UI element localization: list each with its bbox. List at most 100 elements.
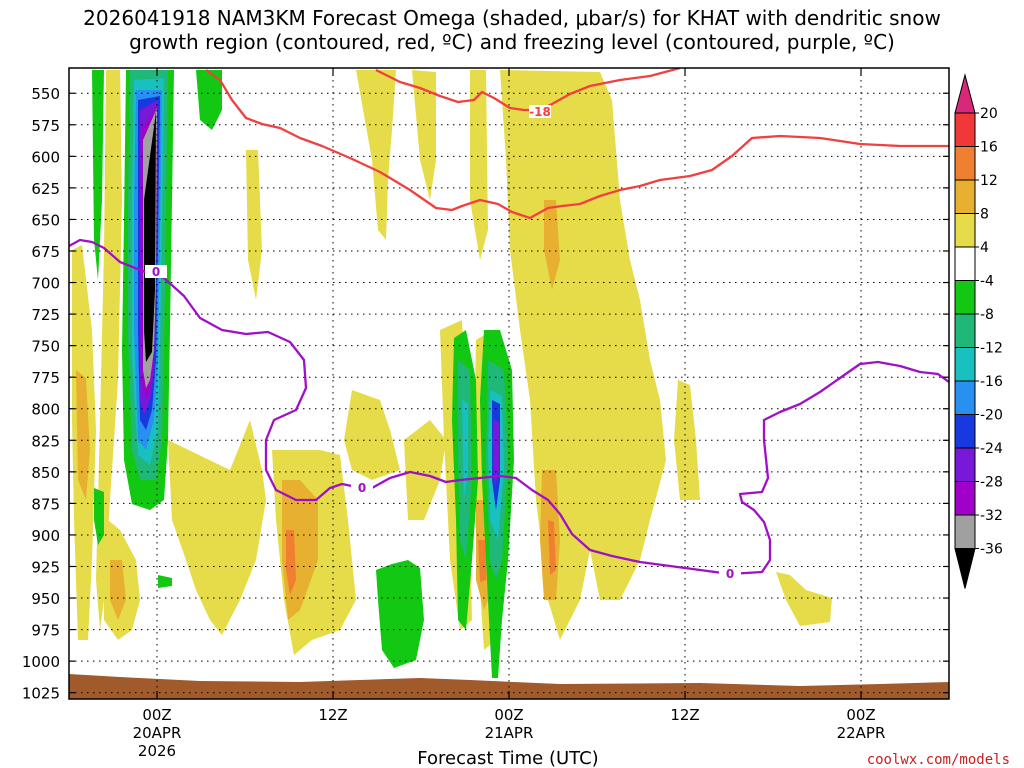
omega-region: [344, 390, 400, 480]
grid-lines: [69, 68, 949, 699]
colorbar-label: -32: [980, 508, 1003, 524]
omega-region: [470, 70, 488, 260]
y-tick-label-800: 800: [31, 401, 60, 419]
colorbar-label: 20: [980, 106, 998, 122]
colorbar-swatch: [954, 280, 976, 315]
x-tick-label: 22APR: [837, 724, 886, 742]
omega-region: [412, 70, 436, 200]
dgz-upper-contour: [375, 68, 681, 112]
y-tick-label-625: 625: [31, 180, 60, 198]
omega-region: [92, 70, 104, 280]
colorbar-label: -20: [980, 408, 1003, 424]
y-tick-label-850: 850: [31, 464, 60, 482]
omega-region: [96, 70, 122, 630]
colorbar-swatch: [954, 514, 976, 549]
colorbar-swatch: [954, 179, 976, 214]
colorbar: 20 16 12 8 4 -4 -8 -12 -16 -20 -24 -28 -32 -36: [954, 73, 1003, 589]
title-line-2: growth region (contoured, red, ºC) and f…: [129, 30, 895, 54]
freezing-level-contour: [69, 238, 949, 576]
colorbar-label: -16: [980, 374, 1003, 390]
omega-region: [168, 420, 266, 635]
y-tick-label-1000: 1000: [22, 653, 60, 671]
omega-region: [493, 420, 499, 488]
omega-region: [144, 112, 156, 362]
omega-region: [404, 420, 446, 520]
omega-region: [110, 560, 126, 620]
colorbar-swatch: [954, 347, 976, 382]
colorbar-label: -36: [980, 542, 1003, 558]
colorbar-bottom-arrow: [954, 548, 976, 589]
omega-region: [158, 575, 172, 588]
y-tick-label-775: 775: [31, 369, 60, 387]
contour-label-minus18: -18: [529, 105, 551, 119]
chart-title: 2026041918 NAM3KM Forecast Omega (shaded…: [0, 6, 1024, 54]
omega-region: [544, 200, 560, 290]
y-tick-label-750: 750: [31, 338, 60, 356]
y-tick-label-950: 950: [31, 590, 60, 608]
colorbar-top-arrow: [954, 73, 976, 114]
contour-label-zero-b: 0: [358, 481, 366, 495]
omega-region: [478, 540, 486, 582]
colorbar-label: 8: [980, 207, 989, 223]
colorbar-label: -24: [980, 441, 1003, 457]
omega-region: [76, 370, 90, 500]
colorbar-swatch: [954, 112, 976, 147]
y-tick-label-700: 700: [31, 275, 60, 293]
y-tick-label-725: 725: [31, 306, 60, 324]
x-tick-label: 00Z: [494, 706, 523, 724]
y-tick-label-550: 550: [31, 85, 60, 103]
contour-lines: -18 0 0 0: [69, 68, 949, 581]
x-tick-label: 00Z: [142, 706, 171, 724]
omega-region: [462, 400, 468, 500]
y-tick-label-900: 900: [31, 527, 60, 545]
colorbar-swatch: [954, 414, 976, 449]
contour-label-zero-c: 0: [726, 567, 734, 581]
y-axis: 550 575 600 625 650 675 700 725 750 775 800 825 850 8…: [22, 85, 949, 703]
colorbar-swatch: [954, 246, 976, 281]
contour-label-zero-a: 0: [152, 265, 160, 279]
y-tick-label-675: 675: [31, 243, 60, 261]
y-tick-label-875: 875: [31, 495, 60, 513]
colorbar-swatch: [954, 481, 976, 516]
colorbar-swatch: [954, 313, 976, 348]
omega-region: [500, 70, 666, 640]
y-tick-label-575: 575: [31, 117, 60, 135]
dgz-lower-contour: [205, 69, 949, 220]
contour-label-zero-a-bg: [145, 265, 167, 278]
y-tick-label-1025: 1025: [22, 685, 60, 703]
omega-region: [548, 520, 556, 575]
omega-region: [196, 70, 222, 130]
contour-label-zero-b-bg: [351, 481, 373, 494]
y-tick-label-650: 650: [31, 211, 60, 229]
contour-label-minus18-bg: [529, 105, 551, 118]
colorbar-label: -4: [980, 274, 994, 290]
omega-region: [356, 70, 396, 240]
colorbar-label: 12: [980, 173, 998, 189]
x-tick-label: 00Z: [846, 706, 875, 724]
omega-region: [286, 530, 296, 595]
omega-region: [776, 572, 832, 626]
y-tick-label-600: 600: [31, 148, 60, 166]
y-tick-label-925: 925: [31, 558, 60, 576]
title-line-1: 2026041918 NAM3KM Forecast Omega (shaded…: [83, 6, 941, 30]
colorbar-swatch: [954, 213, 976, 248]
x-tick-label: 20APR: [133, 724, 182, 742]
colorbar-label: -12: [980, 341, 1003, 357]
colorbar-swatch: [954, 146, 976, 181]
colorbar-label: 4: [980, 240, 989, 256]
omega-region: [246, 150, 262, 300]
y-tick-label-975: 975: [31, 622, 60, 640]
contour-label-zero-c-bg: [719, 567, 741, 580]
x-tick-label: 12Z: [670, 706, 699, 724]
x-tick-label: 2026: [138, 742, 176, 760]
x-tick-label: 21APR: [485, 724, 534, 742]
colorbar-swatch: [954, 380, 976, 415]
omega-region: [94, 488, 104, 545]
colorbar-label: -8: [980, 307, 994, 323]
x-axis-label: Forecast Time (UTC): [417, 748, 598, 768]
colorbar-label: -28: [980, 475, 1003, 491]
y-tick-label-825: 825: [31, 432, 60, 450]
colorbar-swatch: [954, 447, 976, 482]
